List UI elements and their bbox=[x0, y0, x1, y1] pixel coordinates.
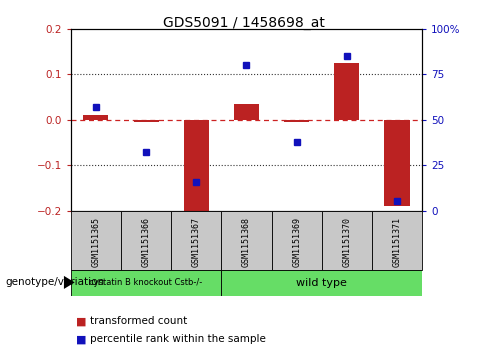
Bar bbox=[134, 120, 159, 122]
Bar bbox=[83, 115, 108, 120]
Text: ■: ■ bbox=[76, 334, 86, 344]
Text: transformed count: transformed count bbox=[90, 316, 187, 326]
Text: ■: ■ bbox=[76, 316, 86, 326]
Bar bbox=[271, 211, 322, 270]
Text: GSM1151371: GSM1151371 bbox=[392, 217, 402, 267]
Bar bbox=[222, 211, 271, 270]
Text: GSM1151369: GSM1151369 bbox=[292, 217, 301, 267]
Text: GDS5091 / 1458698_at: GDS5091 / 1458698_at bbox=[163, 16, 325, 30]
Text: percentile rank within the sample: percentile rank within the sample bbox=[90, 334, 266, 344]
Bar bbox=[234, 104, 259, 120]
Bar bbox=[385, 120, 409, 206]
Bar bbox=[71, 211, 121, 270]
Text: genotype/variation: genotype/variation bbox=[5, 277, 104, 287]
Bar bbox=[71, 270, 222, 296]
Bar bbox=[222, 270, 422, 296]
Bar bbox=[372, 211, 422, 270]
Bar bbox=[183, 120, 209, 213]
Text: GSM1151366: GSM1151366 bbox=[142, 217, 151, 267]
Polygon shape bbox=[64, 276, 75, 289]
Text: GSM1151370: GSM1151370 bbox=[342, 217, 351, 267]
Text: GSM1151367: GSM1151367 bbox=[192, 217, 201, 267]
Text: GSM1151365: GSM1151365 bbox=[91, 217, 101, 267]
Text: GSM1151368: GSM1151368 bbox=[242, 217, 251, 267]
Bar bbox=[171, 211, 222, 270]
Bar bbox=[284, 120, 309, 122]
Bar bbox=[322, 211, 372, 270]
Text: wild type: wild type bbox=[296, 278, 347, 288]
Text: cystatin B knockout Cstb-/-: cystatin B knockout Cstb-/- bbox=[89, 278, 203, 287]
Bar bbox=[334, 63, 359, 120]
Bar bbox=[121, 211, 171, 270]
